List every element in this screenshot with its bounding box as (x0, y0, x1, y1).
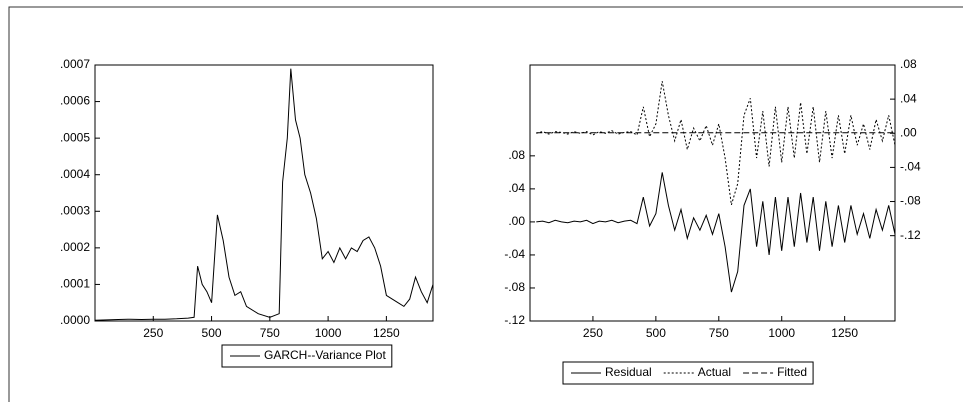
series-line (536, 81, 896, 206)
y-tick-label: .0004 (60, 167, 90, 181)
y-tick-label: .0002 (60, 240, 90, 254)
plot-area (529, 64, 896, 322)
x-tick-label: 1000 (768, 326, 795, 340)
y2-tick-label: -.04 (900, 160, 921, 174)
y-tick-label: .0001 (60, 277, 90, 291)
y-tick-label: -.04 (504, 247, 525, 261)
series-line (536, 172, 896, 293)
x-tick-label: 1000 (315, 326, 342, 340)
y-tick-label: .0000 (60, 313, 90, 327)
legend-box (221, 344, 393, 368)
x-tick-label: 500 (202, 326, 222, 340)
y-tick-label: .0007 (60, 57, 90, 71)
y-tick-label: .0003 (60, 203, 90, 217)
y-tick-label: .08 (508, 148, 525, 162)
y-tick-label: -.12 (504, 313, 525, 327)
y-tick-label: .00 (508, 214, 525, 228)
y-tick-label: .04 (508, 181, 525, 195)
y-tick-label: .0005 (60, 130, 90, 144)
x-tick-label: 750 (709, 326, 729, 340)
legend-box (562, 361, 814, 385)
x-tick-label: 1250 (373, 326, 400, 340)
y-tick-label: -.08 (504, 280, 525, 294)
y-tick-label: .0006 (60, 94, 90, 108)
y2-tick-label: .04 (900, 91, 917, 105)
y2-tick-label: -.12 (900, 228, 921, 242)
legend-label: GARCH--Variance Plot (264, 348, 386, 362)
x-tick-label: 250 (583, 326, 603, 340)
y2-tick-label: -.08 (900, 194, 921, 208)
legend-label: Fitted (777, 365, 807, 379)
y2-tick-label: .00 (900, 125, 917, 139)
plot-area (94, 64, 434, 322)
x-tick-label: 750 (260, 326, 280, 340)
legend-label: Actual (698, 365, 731, 379)
legend-label: Residual (605, 365, 652, 379)
x-tick-label: 500 (646, 326, 666, 340)
y2-tick-label: .08 (900, 57, 917, 71)
x-tick-label: 1250 (831, 326, 858, 340)
frame (8, 6, 963, 402)
series-line (94, 68, 434, 321)
x-tick-label: 250 (143, 326, 163, 340)
